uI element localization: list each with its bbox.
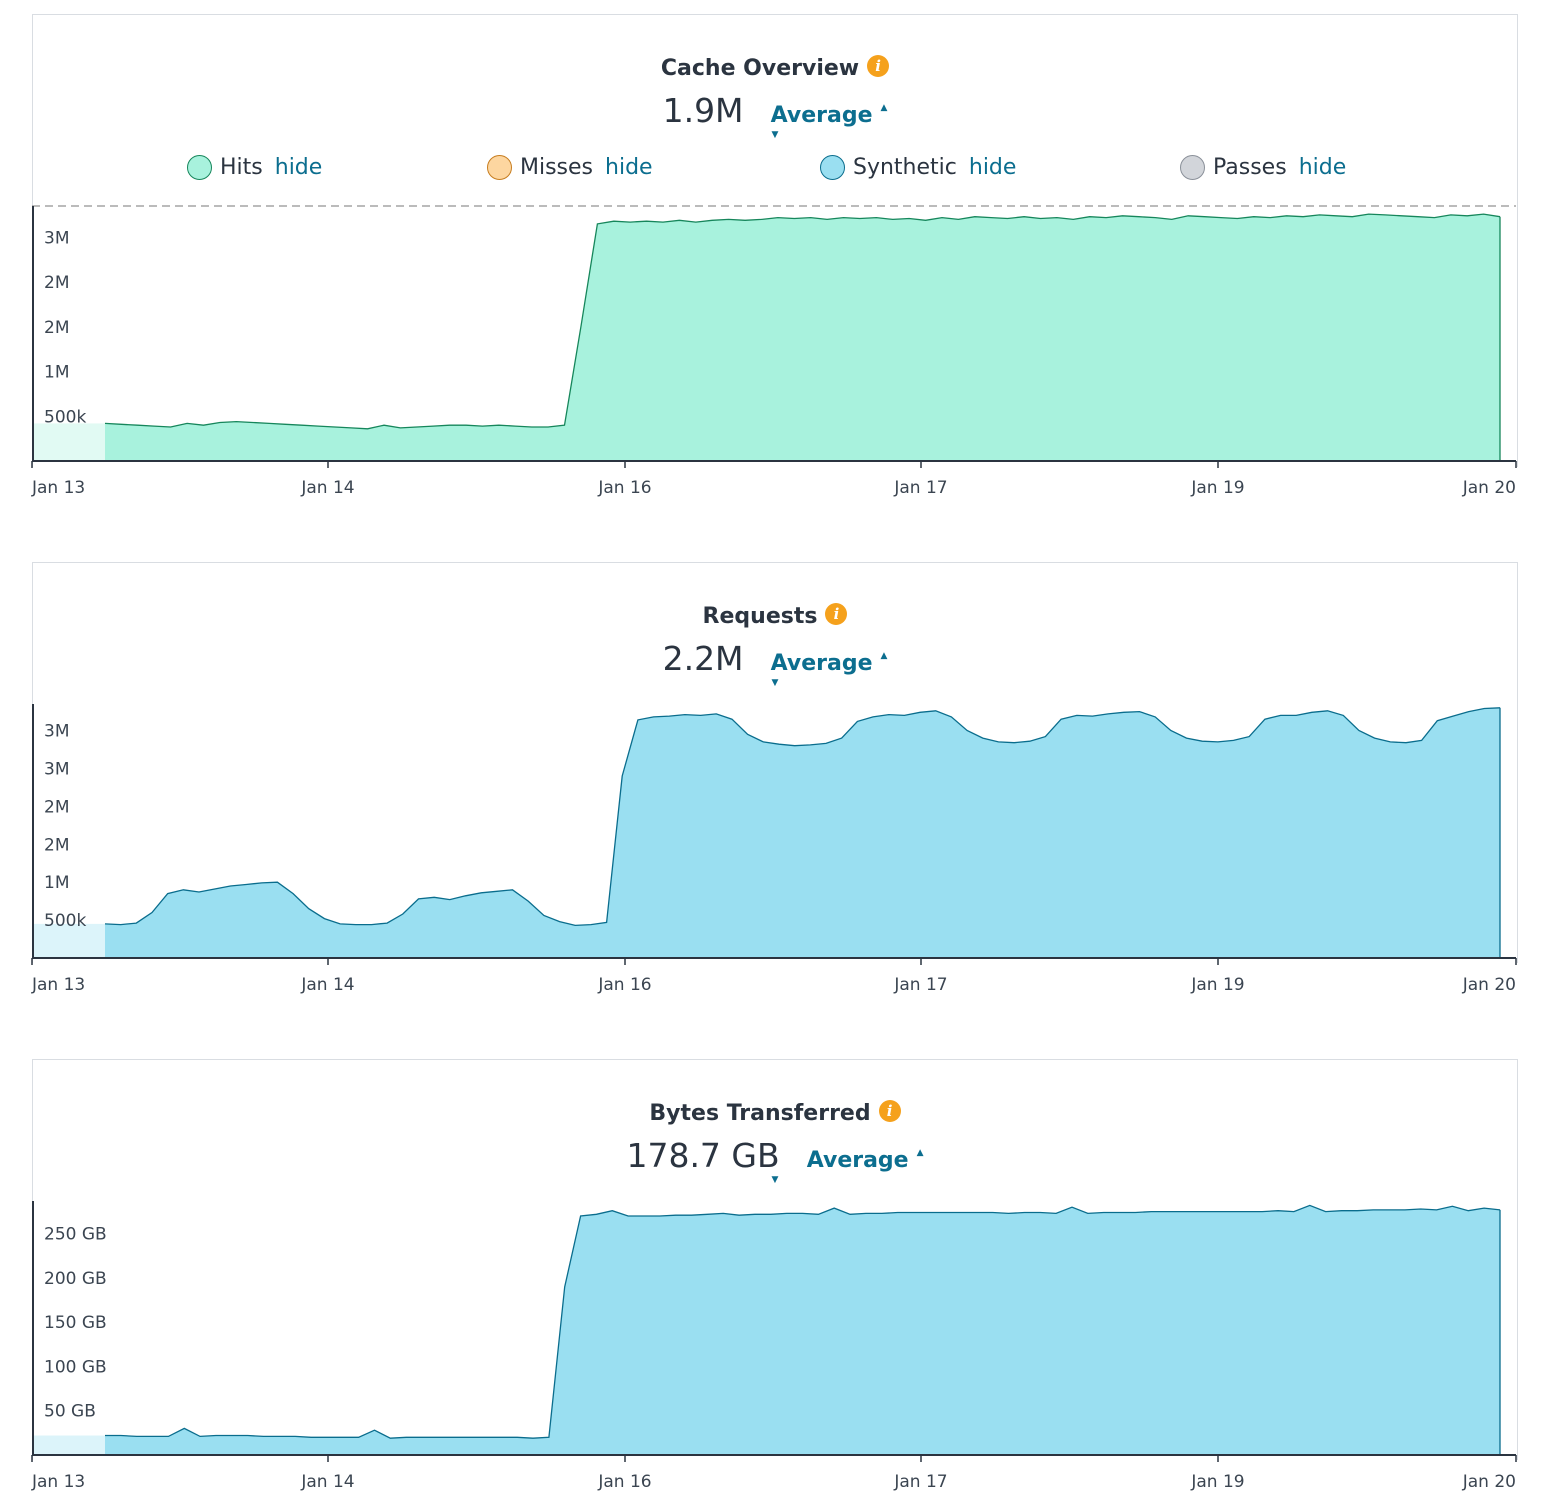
hide-misses-link[interactable]: hide bbox=[605, 155, 653, 180]
legend-item-passes: Passes hide bbox=[1180, 155, 1346, 180]
bytes-x-tick-label: Jan 16 bbox=[597, 1472, 651, 1492]
requests-x-tick-label: Jan 16 bbox=[597, 975, 651, 995]
cache-area-hits bbox=[105, 214, 1500, 461]
aggregate-label: Average bbox=[770, 103, 873, 128]
bytes-y-tick-label: 100 GB bbox=[44, 1357, 107, 1377]
cache-y-tick-label: 2M bbox=[44, 273, 69, 293]
cache-overview-title: Cache Overview bbox=[660, 56, 860, 81]
legend-swatch-misses bbox=[487, 155, 512, 180]
requests-y-tick-label: 3M bbox=[44, 759, 69, 779]
legend-item-synthetic: Synthetic hide bbox=[820, 155, 1016, 180]
legend-item-hits: Hits hide bbox=[187, 155, 322, 180]
requests-value-row: 2.2M Average ▲ ▼ bbox=[33, 639, 1517, 703]
bytes-faded-region bbox=[33, 1435, 105, 1455]
requests-x-tick-label: Jan 20 bbox=[1462, 975, 1516, 995]
legend-swatch-passes bbox=[1180, 155, 1205, 180]
requests-line-requests bbox=[104, 707, 1501, 927]
requests-y-tick-label: 2M bbox=[44, 797, 69, 817]
cache-x-tick-label: Jan 14 bbox=[300, 478, 354, 498]
bytes-x-tick-label: Jan 17 bbox=[893, 1472, 947, 1492]
aggregate-select[interactable]: Average ▲ ▼ bbox=[771, 651, 888, 703]
legend-label-synthetic: Synthetic bbox=[853, 155, 957, 180]
info-icon[interactable]: i bbox=[867, 55, 890, 77]
cache-faded-region bbox=[33, 423, 105, 461]
requests-x-tick-label: Jan 19 bbox=[1190, 975, 1244, 995]
requests-title-row: Requests i bbox=[33, 603, 1517, 629]
cache-overview-value-row: 1.9M Average ▲ ▼ bbox=[33, 91, 1517, 155]
legend-label-hits: Hits bbox=[220, 155, 263, 180]
bytes-y-tick-label: 150 GB bbox=[44, 1313, 107, 1333]
requests-y-tick-label: 500k bbox=[44, 911, 86, 931]
cache-overview-title-row: Cache Overview i bbox=[33, 55, 1517, 81]
requests-faded-region bbox=[33, 923, 105, 958]
requests-area-requests bbox=[105, 707, 1500, 958]
aggregate-label: Average bbox=[770, 651, 873, 676]
aggregate-select[interactable]: Average ▲ ▼ bbox=[772, 1148, 924, 1200]
requests-x-tick-label: Jan 17 bbox=[893, 975, 947, 995]
cache-y-tick-label: 1M bbox=[44, 363, 69, 383]
bytes-y-tick-label: 200 GB bbox=[44, 1269, 107, 1289]
requests-x-tick-label: Jan 13 bbox=[31, 975, 85, 995]
aggregate-select[interactable]: Average ▲ ▼ bbox=[771, 103, 888, 155]
bytes-x-tick-label: Jan 14 bbox=[300, 1472, 354, 1492]
cache-y-tick-label: 3M bbox=[44, 228, 69, 248]
cache-line-hits bbox=[104, 213, 1501, 430]
legend-swatch-synthetic bbox=[820, 155, 845, 180]
bytes-y-tick-label: 50 GB bbox=[44, 1402, 96, 1422]
requests-y-tick-label: 3M bbox=[44, 722, 69, 742]
cache-overview-value: 1.9M bbox=[662, 91, 744, 130]
bytes-value: 178.7 GB bbox=[626, 1136, 780, 1175]
bytes-title: Bytes Transferred bbox=[649, 1101, 871, 1126]
requests-x-tick-label: Jan 14 bbox=[300, 975, 354, 995]
bytes-y-tick-label: 250 GB bbox=[44, 1225, 107, 1245]
aggregate-label: Average bbox=[806, 1148, 909, 1173]
sort-arrows-icon: ▲ ▼ bbox=[771, 103, 888, 140]
legend-item-misses: Misses hide bbox=[487, 155, 653, 180]
bytes-x-tick-label: Jan 20 bbox=[1462, 1472, 1516, 1492]
cache-x-tick-label: Jan 19 bbox=[1190, 478, 1244, 498]
bytes-x-tick-label: Jan 13 bbox=[31, 1472, 85, 1492]
requests-y-tick-label: 1M bbox=[44, 873, 69, 893]
legend-swatch-hits bbox=[187, 155, 212, 180]
hide-synthetic-link[interactable]: hide bbox=[968, 155, 1017, 180]
hide-hits-link[interactable]: hide bbox=[274, 155, 323, 180]
cache-y-tick-label: 2M bbox=[44, 318, 69, 338]
requests-value: 2.2M bbox=[662, 639, 744, 678]
sort-arrows-icon: ▲ ▼ bbox=[771, 651, 888, 688]
bytes-title-row: Bytes Transferred i bbox=[33, 1100, 1517, 1126]
bytes-area-bytes bbox=[105, 1205, 1500, 1455]
legend-label-passes: Passes bbox=[1213, 155, 1287, 180]
requests-y-tick-label: 2M bbox=[44, 835, 69, 855]
cache-y-tick-label: 500k bbox=[44, 407, 86, 427]
cache-x-tick-label: Jan 20 bbox=[1462, 478, 1516, 498]
sort-arrows-icon: ▲ ▼ bbox=[771, 1148, 924, 1185]
bytes-line-bytes bbox=[105, 1204, 1501, 1439]
bytes-x-tick-label: Jan 19 bbox=[1190, 1472, 1244, 1492]
info-icon[interactable]: i bbox=[825, 603, 848, 625]
cache-x-tick-label: Jan 13 bbox=[31, 478, 85, 498]
cache-x-tick-label: Jan 17 bbox=[893, 478, 947, 498]
bytes-value-row: 178.7 GB Average ▲ ▼ bbox=[33, 1136, 1517, 1200]
legend-label-misses: Misses bbox=[520, 155, 594, 180]
requests-title: Requests bbox=[702, 604, 818, 629]
hide-passes-link[interactable]: hide bbox=[1298, 155, 1347, 180]
legend: Hits hide Misses hide Synthetic hide Passes… bbox=[33, 155, 1517, 189]
info-icon[interactable]: i bbox=[878, 1100, 901, 1122]
cache-x-tick-label: Jan 16 bbox=[597, 478, 651, 498]
